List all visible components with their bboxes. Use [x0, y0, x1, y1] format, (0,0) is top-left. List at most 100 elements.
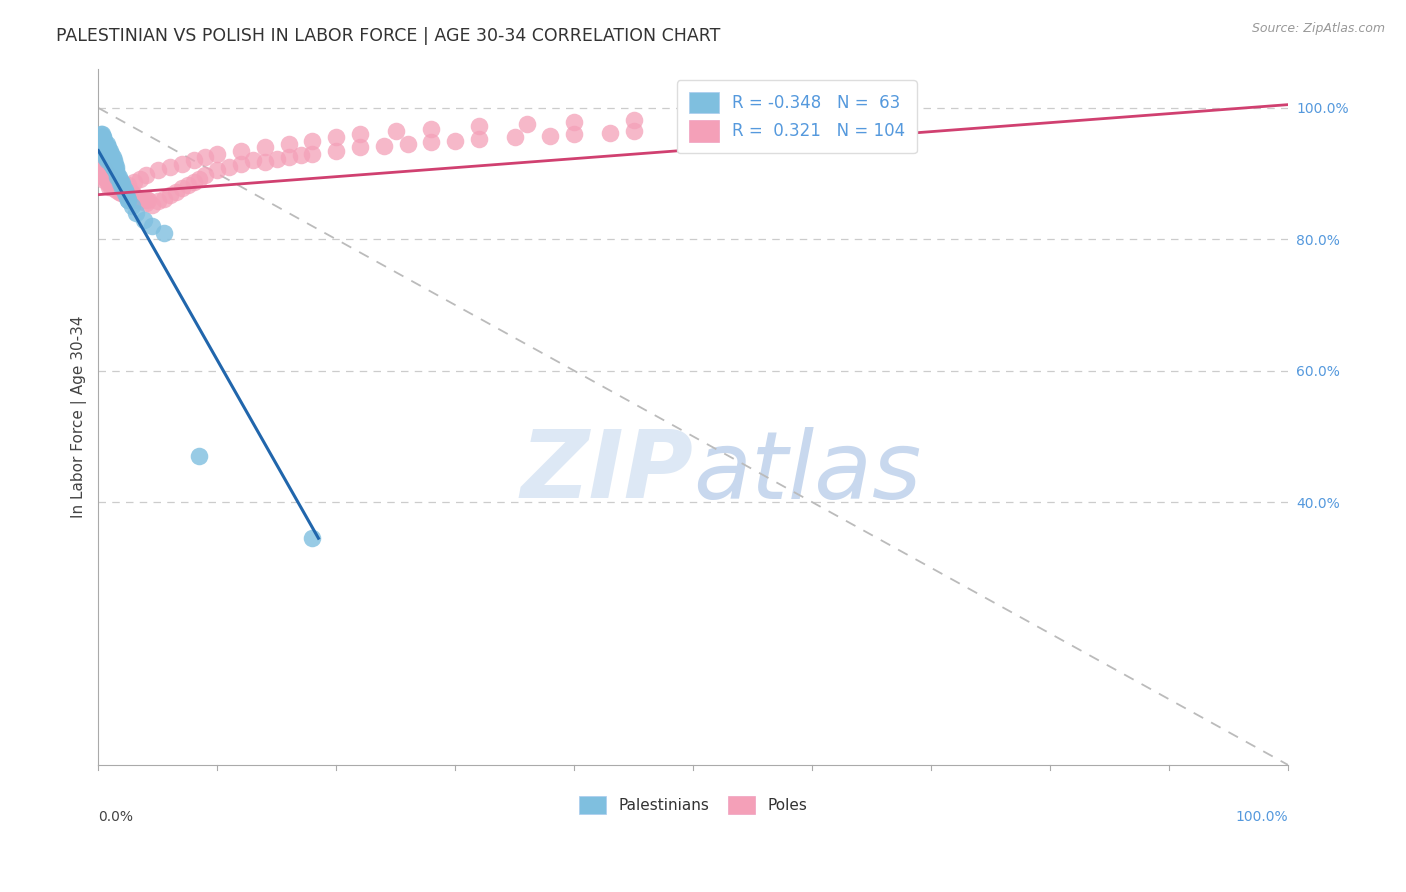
Point [96, 140, 118, 154]
Point [104, 178, 127, 192]
Point [503, 130, 526, 145]
Point [159, 160, 181, 174]
Point [183, 174, 205, 188]
Point [100, 153, 122, 168]
Point [101, 157, 124, 171]
Text: atlas: atlas [693, 427, 921, 518]
Point [89, 130, 111, 145]
Point [105, 169, 128, 184]
Point [93, 134, 115, 148]
Text: 100.0%: 100.0% [1236, 810, 1288, 824]
Point [176, 178, 198, 193]
Point [349, 127, 371, 141]
Point [122, 174, 145, 188]
Point [188, 449, 211, 463]
Point [90, 163, 112, 178]
Point [98, 169, 121, 184]
Point [121, 199, 143, 213]
Point [98, 173, 121, 187]
Point [516, 117, 538, 131]
Point [170, 181, 193, 195]
Point [115, 185, 138, 199]
Point [114, 187, 136, 202]
Point [91, 163, 114, 178]
Point [90, 127, 112, 141]
Point [98, 177, 121, 191]
Point [108, 173, 131, 187]
Point [105, 177, 128, 191]
Point [125, 206, 148, 220]
Point [108, 178, 131, 193]
Point [98, 144, 121, 158]
Point [188, 172, 211, 186]
Point [90, 167, 112, 181]
Point [118, 189, 141, 203]
Point [94, 163, 117, 178]
Point [97, 140, 120, 154]
Point [93, 137, 115, 152]
Point [112, 179, 135, 194]
Point [96, 167, 118, 181]
Point [97, 177, 120, 191]
Point [94, 167, 117, 181]
Point [107, 185, 129, 199]
Point [146, 194, 169, 209]
Point [90, 137, 112, 152]
Point [98, 153, 121, 168]
Point [90, 157, 112, 171]
Point [93, 173, 115, 187]
Point [132, 192, 155, 206]
Point [468, 132, 491, 146]
Point [562, 127, 585, 141]
Point [91, 169, 114, 184]
Point [135, 192, 157, 206]
Point [121, 186, 143, 201]
Point [94, 169, 117, 184]
Point [562, 115, 585, 129]
Point [98, 147, 121, 161]
Point [107, 169, 129, 184]
Point [94, 140, 117, 154]
Point [290, 148, 312, 162]
Point [623, 124, 645, 138]
Point [122, 187, 145, 202]
Point [103, 161, 125, 176]
Point [253, 140, 276, 154]
Text: PALESTINIAN VS POLISH IN LABOR FORCE | AGE 30-34 CORRELATION CHART: PALESTINIAN VS POLISH IN LABOR FORCE | A… [56, 27, 721, 45]
Point [468, 120, 491, 134]
Point [101, 177, 124, 191]
Point [159, 187, 181, 202]
Point [96, 153, 118, 168]
Point [90, 134, 112, 148]
Point [194, 150, 217, 164]
Point [135, 196, 157, 211]
Text: Source: ZipAtlas.com: Source: ZipAtlas.com [1251, 22, 1385, 36]
Point [98, 144, 121, 158]
Point [101, 160, 124, 174]
Point [152, 226, 174, 240]
Point [229, 157, 252, 171]
Point [90, 160, 112, 174]
Point [97, 169, 120, 184]
Point [97, 147, 120, 161]
Point [112, 181, 135, 195]
Point [207, 147, 229, 161]
Point [129, 194, 152, 209]
Point [152, 192, 174, 206]
Point [120, 185, 142, 199]
Point [98, 150, 121, 164]
Point [89, 160, 111, 174]
Point [301, 531, 323, 545]
Point [110, 177, 132, 191]
Point [373, 139, 395, 153]
Point [105, 183, 128, 197]
Point [266, 152, 288, 166]
Point [96, 144, 118, 158]
Point [444, 134, 467, 148]
Legend: Palestinians, Poles: Palestinians, Poles [572, 790, 814, 820]
Point [301, 147, 323, 161]
Point [242, 153, 264, 168]
Point [122, 193, 145, 207]
Point [325, 130, 347, 145]
Point [194, 168, 217, 182]
